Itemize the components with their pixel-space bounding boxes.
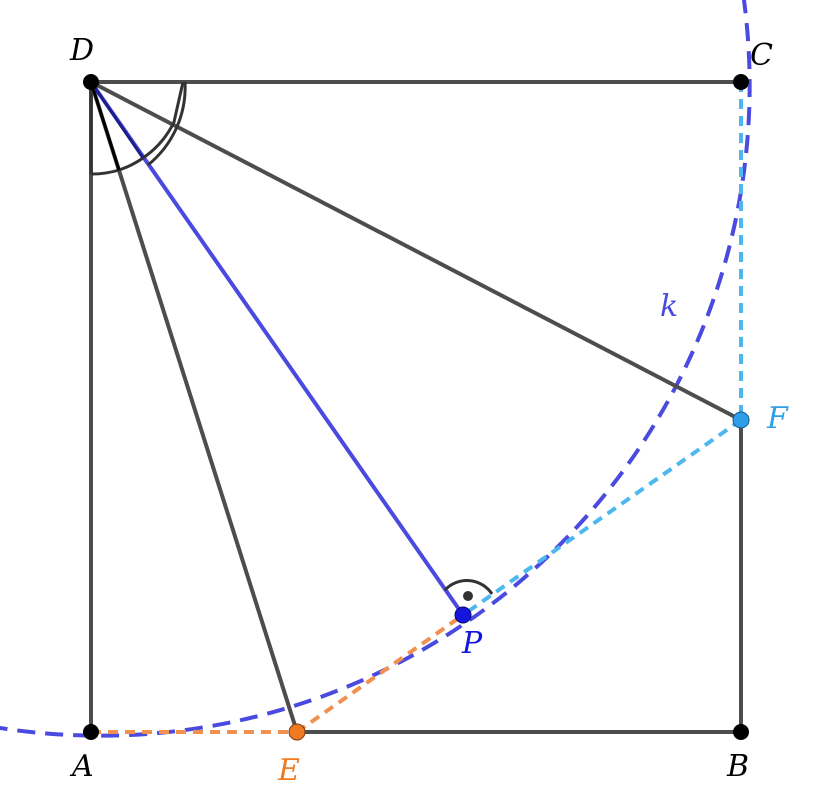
point-E <box>288 723 306 741</box>
label-B: B <box>726 749 749 784</box>
segment-DE <box>89 81 299 733</box>
angle-mark-ADE <box>90 168 120 176</box>
label-D: D <box>69 33 94 68</box>
segment-DF <box>90 80 742 422</box>
point-A <box>83 724 99 740</box>
right-angle-mark-P <box>443 579 494 595</box>
angle-mark-EDP-inner <box>118 156 144 172</box>
label-C: C <box>750 38 773 73</box>
segment-FP <box>461 418 743 617</box>
point-P <box>454 606 472 624</box>
angle-mark-PDF <box>142 81 185 160</box>
label-P: P <box>461 626 483 661</box>
label-F: F <box>766 401 789 436</box>
label-A: A <box>69 749 94 784</box>
angle-mark-PDF-outer <box>147 81 187 167</box>
right-angle-dot <box>463 591 473 601</box>
segment-DP <box>89 80 465 617</box>
angle-tick-DP <box>89 81 145 159</box>
angle-tick-DE <box>89 81 121 171</box>
point-C <box>733 74 749 90</box>
label-E: E <box>277 753 300 788</box>
point-B <box>733 724 749 740</box>
point-D <box>83 74 99 90</box>
point-F <box>732 411 750 429</box>
label-k: k <box>660 289 678 324</box>
circle-k <box>0 0 752 738</box>
